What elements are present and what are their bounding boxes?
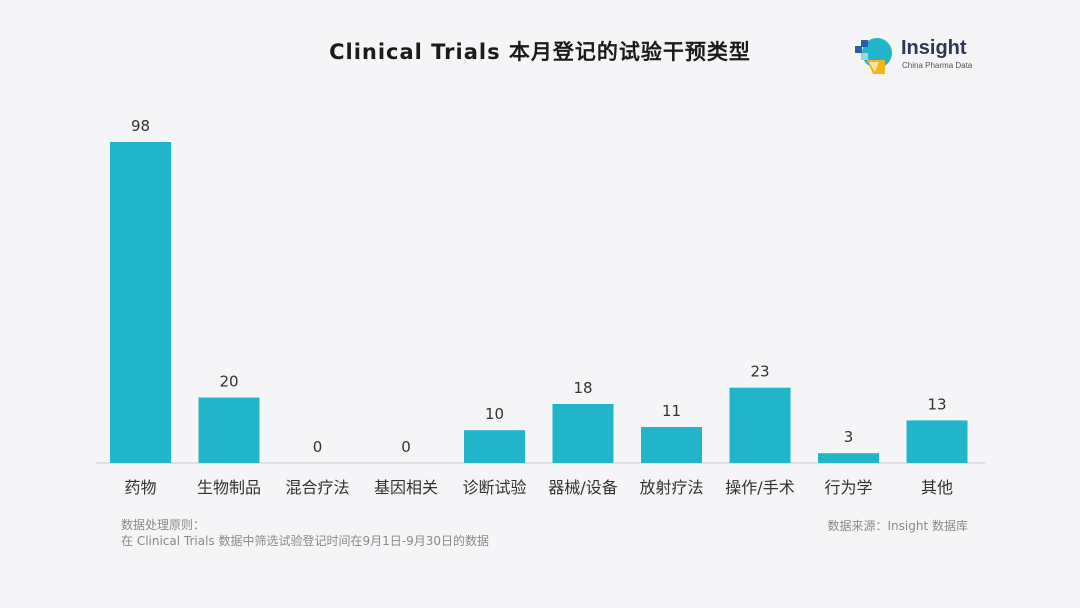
bar: [906, 420, 968, 463]
note-line-1: 数据处理原则：: [121, 518, 206, 532]
chart-title: Clinical Trials 本月登记的试验干预类型: [329, 40, 751, 64]
category-label: 其他: [921, 478, 953, 497]
bar-chart: 98 药物 20 生物制品 0 混合疗法 0 基因相关 10 诊断试验 18 器械/设备 11 放射疗法 2…: [96, 117, 985, 497]
bar: [110, 142, 171, 463]
bar-value-label: 13: [927, 395, 946, 413]
bar-value-label: 23: [750, 363, 769, 381]
bar: [729, 387, 791, 463]
bar: [818, 453, 879, 463]
bar-value-label: 10: [485, 405, 504, 423]
bar-value-label: 11: [662, 402, 681, 420]
bar-value-label: 0: [313, 438, 323, 456]
bar: [641, 427, 702, 463]
category-label: 放射疗法: [639, 478, 703, 497]
insight-logo-icon: [855, 38, 892, 74]
bar: [552, 404, 614, 463]
category-label: 行为学: [824, 478, 872, 497]
note-line-2: 在 Clinical Trials 数据中筛选试验登记时间在9月1日-9月30日…: [121, 534, 489, 548]
category-label: 药物: [124, 478, 156, 497]
insight-logo: Insight China Pharma Data: [855, 36, 975, 76]
data-source: 数据来源：Insight 数据库: [827, 519, 968, 533]
category-label: 混合疗法: [285, 478, 349, 497]
bar-value-label: 3: [844, 428, 854, 446]
bar: [198, 397, 260, 463]
data-processing-note: 数据处理原则： 在 Clinical Trials 数据中筛选试验登记时间在9月…: [121, 517, 489, 549]
bar-value-label: 18: [573, 379, 592, 397]
bar-value-label: 20: [219, 373, 238, 391]
bar-value-label: 98: [131, 117, 150, 135]
category-label: 诊断试验: [462, 478, 526, 497]
category-label: 基因相关: [374, 478, 438, 497]
bar: [464, 430, 525, 463]
logo-name: Insight: [901, 37, 967, 59]
bar-value-label: 0: [401, 438, 411, 456]
category-label: 操作/手术: [725, 478, 794, 497]
category-label: 器械/设备: [548, 478, 617, 497]
logo-subtitle: China Pharma Data: [902, 61, 973, 70]
category-label: 生物制品: [197, 478, 261, 497]
